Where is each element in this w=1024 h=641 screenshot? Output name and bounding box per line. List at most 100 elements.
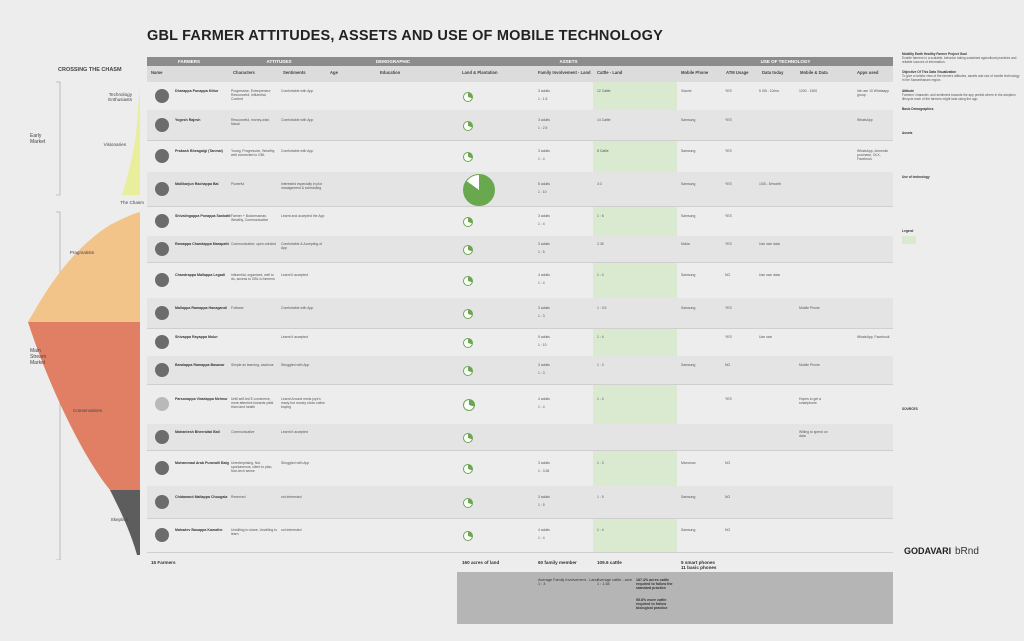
farmer-sentiment: Struggled with App (281, 461, 310, 465)
farmer-character: Communicative (231, 430, 255, 434)
farmer-family: 3 adults (538, 149, 550, 153)
farmer-data-today: 5 GB - 10/mo (759, 89, 780, 93)
farmer-name: Mallikarjun Rachappa Bal (175, 182, 219, 186)
land-pie (463, 245, 473, 255)
farmer-character: Until self-led E-commerce, more attentiv… (231, 397, 274, 410)
farmer-cattle: 2.35 (597, 242, 604, 246)
farmer-sentiment: not interested (281, 528, 302, 532)
farmer-family: 3 adults (538, 363, 550, 367)
land-pie (463, 433, 473, 443)
farmer-phone: Nokia (681, 242, 690, 246)
farmer-phone: Samsung (681, 118, 696, 122)
farmer-cattle: 1 : 3 (597, 461, 604, 465)
farmer-atm: YES (725, 149, 732, 153)
farmer-phone: Micromax (681, 461, 696, 465)
farmer-data-today: 1GB - 5/month (759, 182, 782, 186)
farmer-atm: YES (725, 182, 732, 186)
farmer-cattle: 12 Cattle (597, 89, 611, 93)
segment-pragmatists (28, 212, 140, 322)
label-conservatives: Conservatives (72, 408, 102, 413)
farmer-atm: YES (725, 214, 732, 218)
col-name: Name (151, 70, 163, 75)
farmer-phone: Samsung (681, 182, 696, 186)
farmer-apps: WhatsApp (857, 118, 873, 122)
farmer-name: Parsonappa Viradappa Melmur (175, 397, 228, 401)
total-cattle: 109.6 cattle (597, 560, 622, 565)
farmer-sentiment: Comfortable with App (281, 118, 314, 122)
land-pie (463, 276, 473, 286)
farmer-name: Yogesh Rajesh (175, 118, 201, 122)
col-education: Education (380, 70, 401, 75)
land-pie (463, 92, 473, 102)
farmer-phone: Samsung (681, 149, 696, 153)
farmer-name: Chidanand Mallappa Chougala (175, 495, 228, 499)
avatar (155, 430, 169, 444)
total-phones: 5 smart phones 11 basic phones (681, 560, 717, 570)
farmer-name: Mahadev Basappa Kamathe (175, 528, 223, 532)
farmer-family: 8 adults (538, 182, 550, 186)
table-row: Baralappa Ramappa Basavar Simple as learn… (147, 356, 893, 385)
table-row: Chandrappa Mallappa Legadi Influential, o… (147, 262, 893, 299)
side-notes: Mobility Earth Healthy Farmer Project Go… (902, 52, 1020, 411)
label-chasm: The Chasm (120, 200, 144, 205)
farmer-cattle: 1 : 3 (597, 363, 604, 367)
farmer-atm: NO (725, 495, 731, 499)
farmer-character: Follower (231, 306, 244, 310)
segment-skeptics (110, 490, 140, 555)
total-family: 60 family member (538, 560, 577, 565)
table-row: Ramappa Chandappa Marapatti Communicative… (147, 236, 893, 263)
chasm-heading: CROSSING THE CHASM (58, 67, 122, 73)
avg-cattle: Average cattle - acre 1 : 1.54 (597, 578, 632, 587)
avatar (155, 273, 169, 287)
farmer-family: 3 adults (538, 242, 550, 246)
avatar (155, 182, 169, 196)
total-land: 160 acres of land (462, 560, 500, 565)
farmer-family: 3 adults (538, 461, 550, 465)
farmer-mobile-data: 1200 - 1500 (799, 89, 818, 93)
farmer-sentiment: Comfortable & Accepting of App (281, 242, 323, 251)
table-row: Parsonappa Viradappa Melmur Until self-le… (147, 384, 893, 425)
farmer-character: Simple as learning, cautious (231, 363, 274, 367)
land-pie (463, 309, 473, 319)
farmer-mobile-data: Willing to spend on data (799, 430, 828, 439)
land-pie (463, 338, 473, 348)
label-skeptics: Skeptics (110, 517, 128, 522)
farmer-mobile-data: Mobile Phone (799, 306, 820, 310)
col-apps: Apps used (857, 70, 879, 75)
land-pie (463, 217, 473, 227)
farmer-phone: Samsung (681, 363, 696, 367)
acres-biological: 55.8% more cattle required to follow bio… (636, 598, 668, 611)
column-header-row (147, 66, 893, 82)
goal-text: Enable farmers in a scalable, behavior t… (902, 56, 1017, 65)
segment-visionaries (122, 135, 140, 195)
farmer-ratio: 1 : 4 (538, 157, 545, 161)
farmer-phone: Samsung (681, 306, 696, 310)
farmer-name: Mahantesh Bheeraltal Bali (175, 430, 220, 434)
farmer-cattle: 1 : 5 (597, 495, 604, 499)
farmer-family: 3 adults (538, 214, 550, 218)
farmer-cattle: 8 Cattle (597, 149, 609, 153)
table-row: Mallappa Ramappa Hanagandi Follower Comfor… (147, 298, 893, 329)
farmer-sentiment: Struggled with App (281, 363, 310, 367)
avatar (155, 89, 169, 103)
land-pie (463, 366, 473, 376)
farmer-character: Influential, organized, well to do, acce… (231, 273, 275, 282)
farmer-ratio: 1 : 10 (538, 343, 547, 347)
farmer-family: 4 adults (538, 397, 550, 401)
farmer-ratio: 1 : 10 (538, 190, 547, 194)
attitude-text: Farmers' character, and sentiment toward… (902, 92, 1016, 101)
farmer-sentiment: Comfortable with App (281, 149, 314, 153)
col-family: Family Involvement - Land (538, 70, 591, 75)
avatar (155, 306, 169, 320)
farmer-character: Powerful (231, 182, 245, 186)
adoption-curve-chart (28, 81, 140, 560)
farmer-character: Farmer + Businessman, Wealthy, Communica… (231, 214, 269, 223)
farmer-character: Progressive, Entrepreneur Resourceful, I… (231, 89, 271, 102)
avatar (155, 495, 169, 509)
farmer-name: Dharappa Punappa Kittur (175, 89, 219, 93)
col-cattle: Cattle - Land (597, 70, 623, 75)
brand-brnd: bRnd (955, 546, 979, 557)
farmer-sentiment: Comfortable with App (281, 306, 314, 310)
farmer-family: 3 adults (538, 118, 550, 122)
table-row: Muhammad Arab Puravalli Baig Unenterprisi… (147, 450, 893, 487)
